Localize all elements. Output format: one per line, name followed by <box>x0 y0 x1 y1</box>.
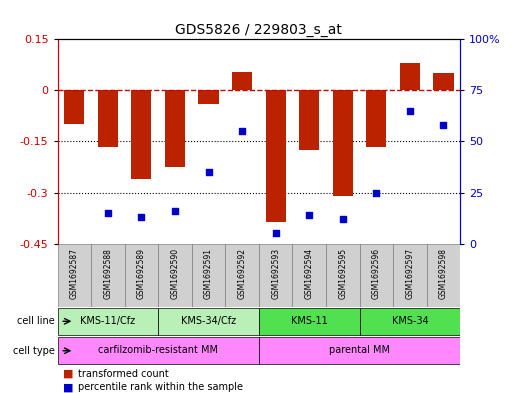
Text: transformed count: transformed count <box>78 369 169 379</box>
Bar <box>360 308 460 334</box>
Text: GSM1692588: GSM1692588 <box>104 248 112 299</box>
Bar <box>158 244 192 307</box>
Bar <box>292 244 326 307</box>
Bar <box>131 90 152 179</box>
Title: GDS5826 / 229803_s_at: GDS5826 / 229803_s_at <box>175 23 343 37</box>
Text: KMS-11/Cfz: KMS-11/Cfz <box>81 316 135 326</box>
Bar <box>165 90 185 167</box>
Bar <box>192 244 225 307</box>
Text: GSM1692598: GSM1692598 <box>439 248 448 299</box>
Point <box>238 128 246 134</box>
Bar <box>366 90 386 147</box>
Point <box>171 208 179 214</box>
Point <box>204 169 213 175</box>
Text: cell type: cell type <box>13 346 55 356</box>
Bar <box>333 90 353 196</box>
Text: ■: ■ <box>63 369 73 379</box>
Bar <box>124 244 158 307</box>
Text: GSM1692587: GSM1692587 <box>70 248 79 299</box>
Point <box>338 216 347 222</box>
Bar <box>400 63 420 90</box>
Text: KMS-34: KMS-34 <box>392 316 428 326</box>
Point <box>305 212 313 218</box>
Bar <box>360 244 393 307</box>
Text: GSM1692594: GSM1692594 <box>305 248 314 299</box>
Text: KMS-11: KMS-11 <box>291 316 327 326</box>
Text: cell line: cell line <box>17 316 55 326</box>
Text: GSM1692590: GSM1692590 <box>170 248 179 299</box>
Bar <box>225 244 259 307</box>
Text: GSM1692592: GSM1692592 <box>237 248 247 299</box>
Point <box>271 230 280 237</box>
Text: GSM1692597: GSM1692597 <box>405 248 414 299</box>
Bar <box>434 73 453 90</box>
Text: parental MM: parental MM <box>329 345 390 355</box>
Bar <box>58 338 259 364</box>
Bar <box>259 244 292 307</box>
Bar <box>91 244 124 307</box>
Bar <box>259 338 460 364</box>
Text: GSM1692596: GSM1692596 <box>372 248 381 299</box>
Text: GSM1692593: GSM1692593 <box>271 248 280 299</box>
Text: carfilzomib-resistant MM: carfilzomib-resistant MM <box>98 345 218 355</box>
Bar <box>266 90 286 222</box>
Bar <box>393 244 427 307</box>
Bar <box>199 90 219 104</box>
Bar <box>232 72 252 90</box>
Bar <box>98 90 118 147</box>
Text: percentile rank within the sample: percentile rank within the sample <box>78 382 243 393</box>
Point <box>104 210 112 216</box>
Point <box>137 214 145 220</box>
Text: GSM1692591: GSM1692591 <box>204 248 213 299</box>
Point <box>372 189 381 196</box>
Point <box>439 122 448 128</box>
Bar <box>427 244 460 307</box>
Bar <box>64 90 84 125</box>
Text: ■: ■ <box>63 382 73 393</box>
Bar <box>58 244 91 307</box>
Bar <box>326 244 360 307</box>
Bar <box>259 308 360 334</box>
Text: GSM1692595: GSM1692595 <box>338 248 347 299</box>
Text: KMS-34/Cfz: KMS-34/Cfz <box>181 316 236 326</box>
Bar <box>58 308 158 334</box>
Bar <box>158 308 259 334</box>
Point <box>406 108 414 114</box>
Text: GSM1692589: GSM1692589 <box>137 248 146 299</box>
Bar <box>299 90 319 150</box>
